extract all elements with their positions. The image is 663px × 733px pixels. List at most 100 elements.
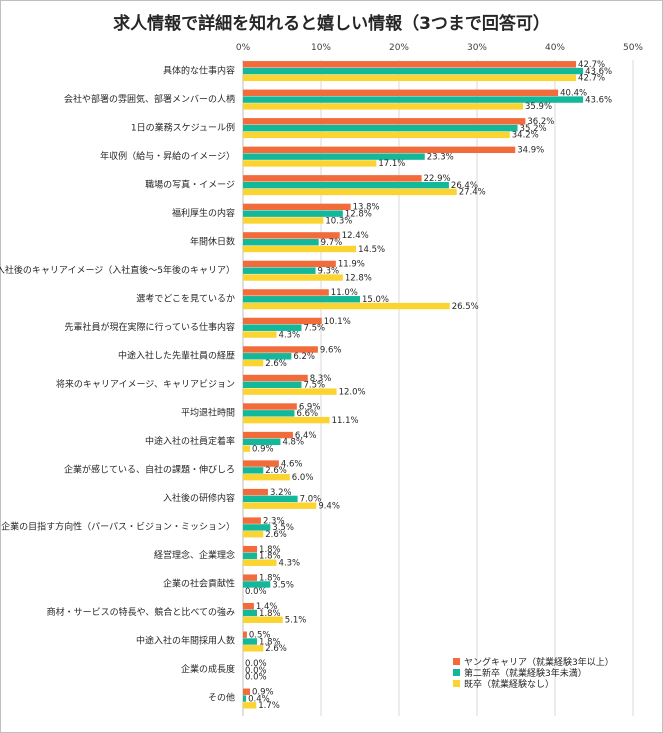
data-label: 40.4% <box>560 89 587 99</box>
bar <box>243 74 577 82</box>
data-label: 1.8% <box>259 637 281 647</box>
bar <box>243 124 518 132</box>
data-label: 12.0% <box>339 387 366 397</box>
bar <box>243 609 258 617</box>
bar <box>243 118 526 125</box>
data-label: 4.6% <box>281 459 303 469</box>
data-label: 7.5% <box>304 324 326 334</box>
data-label: 7.5% <box>304 381 326 391</box>
data-label: 0.0% <box>245 587 267 597</box>
category-label: 年収例（給与・昇給のイメージ） <box>100 150 235 162</box>
data-label: 7.0% <box>300 495 322 505</box>
legend-swatch <box>453 669 460 676</box>
bar <box>243 238 319 246</box>
bar <box>243 203 351 211</box>
data-label: 0.5% <box>249 630 271 640</box>
bar <box>243 346 318 353</box>
bar <box>243 545 258 553</box>
data-label: 26.4% <box>451 181 478 191</box>
bar <box>243 410 295 417</box>
bar <box>243 245 357 253</box>
category-label: 年間休日数 <box>190 235 235 247</box>
bar <box>243 431 293 439</box>
bar <box>243 146 516 154</box>
category-label: 平均退社時間 <box>181 407 235 419</box>
data-label: 6.0% <box>292 473 314 483</box>
data-label: 3.5% <box>272 580 294 590</box>
data-label: 6.6% <box>296 409 318 419</box>
bar <box>243 267 316 274</box>
x-tick-label: 10% <box>311 43 331 53</box>
bar <box>243 688 251 695</box>
data-label: 1.4% <box>256 602 278 612</box>
data-label: 26.5% <box>452 302 479 312</box>
bar <box>243 403 297 410</box>
category-label: 会社や部署の雰囲気、部署メンバーの人柄 <box>64 93 235 105</box>
data-label: 14.5% <box>358 245 385 255</box>
category-label: 入社後のキャリアイメージ（入社直後～5年後のキャリア） <box>0 264 235 276</box>
bar <box>243 67 584 75</box>
category-label: 中途入社の社員定着率 <box>145 435 235 447</box>
data-label: 11.9% <box>338 260 365 270</box>
category-label: 具体的な仕事内容 <box>163 64 235 76</box>
bar <box>243 160 377 167</box>
data-label: 4.3% <box>279 559 301 569</box>
data-label: 12.8% <box>345 209 372 219</box>
data-label: 35.9% <box>525 102 552 112</box>
chart-title: 求人情報で詳細を知れると嬉しい情報（3つまで回答可） <box>113 14 550 34</box>
data-label: 2.6% <box>265 359 287 369</box>
data-label: 36.2% <box>527 117 554 127</box>
data-label: 5.1% <box>285 616 307 626</box>
bar <box>243 302 450 310</box>
category-label: 将来のキャリアイメージ、キャリアビジョン <box>56 379 235 390</box>
bar <box>243 374 308 382</box>
bar <box>243 552 258 560</box>
bar <box>243 175 422 182</box>
bar <box>243 467 264 474</box>
x-tick-label: 40% <box>545 43 565 53</box>
bar <box>243 103 524 110</box>
bar <box>243 381 302 388</box>
bar <box>243 495 298 503</box>
data-label: 10.3% <box>325 216 352 226</box>
bar <box>243 638 258 645</box>
bar <box>243 602 254 610</box>
category-label: 企業の目指す方向性（パーパス・ビジョン・ミッション） <box>1 521 235 533</box>
bar <box>243 181 449 189</box>
data-label: 11.1% <box>332 416 359 426</box>
data-label: 12.4% <box>342 231 369 241</box>
legend-swatch <box>453 658 460 665</box>
bar <box>243 232 340 239</box>
bar <box>243 324 302 331</box>
data-label: 11.0% <box>331 288 358 298</box>
bar <box>243 296 360 303</box>
bar <box>243 359 264 367</box>
data-label: 23.3% <box>427 152 454 162</box>
category-label: 先輩社員が現在実際に行っている仕事内容 <box>64 321 235 333</box>
bar <box>243 502 317 509</box>
bar <box>243 559 277 566</box>
data-label: 9.6% <box>320 345 342 355</box>
bar <box>243 438 281 446</box>
data-label: 0.4% <box>248 694 270 704</box>
category-label: 職場の写真・イメージ <box>145 178 235 190</box>
data-label: 42.7% <box>578 60 605 70</box>
data-label: 22.9% <box>424 174 451 184</box>
x-tick-label: 50% <box>623 43 643 53</box>
bar <box>243 89 559 96</box>
data-label: 0.0% <box>245 673 267 683</box>
data-label: 34.2% <box>512 131 539 141</box>
data-label: 1.8% <box>259 545 281 555</box>
bar <box>243 289 329 296</box>
bar <box>243 460 279 467</box>
bar <box>243 260 336 268</box>
bar <box>243 631 247 638</box>
bar <box>243 574 258 581</box>
category-label: その他 <box>208 692 235 704</box>
data-label: 0.0% <box>245 659 267 669</box>
category-label: 入社後の研修内容 <box>163 492 235 504</box>
category-label: 中途入社した先輩社員の経歴 <box>118 349 235 361</box>
bar <box>243 695 247 702</box>
data-label: 6.2% <box>293 352 315 362</box>
